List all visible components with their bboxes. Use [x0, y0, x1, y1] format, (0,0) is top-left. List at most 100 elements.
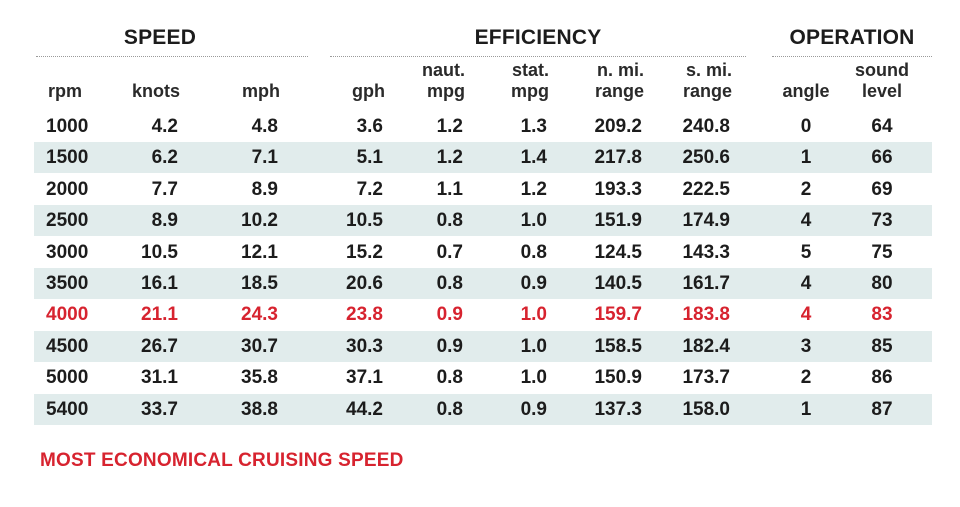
table-cell: 1.1	[436, 178, 463, 200]
table-cell: 174.9	[682, 210, 730, 232]
table-cell: 1.0	[520, 304, 547, 326]
table-cell: 75	[871, 241, 893, 263]
table-cell: 6.2	[151, 147, 178, 169]
column-header-4: naut. mpg	[345, 60, 465, 102]
column-header-line2: level	[861, 81, 903, 101]
column-header-5: stat. mpg	[429, 60, 549, 102]
table-cell: 161.7	[682, 273, 730, 294]
table-cell: 16.1	[141, 273, 178, 294]
table-row: 1000 4.2 4.8 3.6 1.2 1.3 209.2 240.8 0 64	[34, 111, 932, 142]
table-cell: 23.8	[346, 304, 383, 326]
column-header-9: sound level	[822, 60, 942, 102]
table-cell: 85	[871, 335, 893, 357]
table-cell: 31.1	[141, 367, 178, 389]
table-cell: 1.0	[520, 335, 547, 357]
column-header-line2: mpg	[427, 81, 465, 101]
table-cell: 1.0	[520, 210, 547, 232]
table-cell: 3	[800, 335, 812, 357]
table-cell: 0.7	[436, 241, 463, 263]
table-cell: 0	[800, 116, 812, 137]
table-cell: 3.6	[356, 116, 383, 137]
column-header-line2: angle	[782, 81, 830, 101]
column-header-1: knots	[60, 60, 180, 102]
table-cell: 18.5	[241, 273, 278, 294]
table-cell: 0.8	[436, 273, 463, 294]
table-cell: 140.5	[594, 273, 642, 294]
table-row: 3000 10.5 12.1 15.2 0.7 0.8 124.5 143.3 5 75	[34, 237, 932, 268]
table-cell: 1500	[46, 147, 89, 169]
column-header-line1: sound	[855, 60, 909, 80]
table-cell: 4000	[46, 304, 89, 326]
column-header-line1	[160, 60, 280, 81]
table-cell: 124.5	[594, 241, 642, 263]
group-title-speed: SPEED	[123, 26, 197, 49]
table-row: 5000 31.1 35.8 37.1 0.8 1.0 150.9 173.7 2 86	[34, 362, 932, 393]
column-header-line2: gph	[352, 81, 385, 101]
table-cell: 8.9	[251, 178, 278, 200]
table-cell: 30.7	[241, 335, 278, 357]
table-cell: 0.9	[436, 335, 463, 357]
table-cell: 151.9	[594, 210, 642, 232]
column-header-line2: mpg	[511, 81, 549, 101]
table-cell: 15.2	[346, 241, 383, 263]
table-cell: 209.2	[594, 116, 642, 137]
table-cell: 240.8	[682, 116, 730, 137]
column-header-line1: naut.	[422, 60, 465, 80]
group-title-efficiency: EFFICIENCY	[474, 26, 602, 49]
column-header-line2: mph	[242, 81, 280, 101]
table-cell: 7.1	[251, 147, 278, 169]
column-header-0: rpm	[48, 60, 168, 102]
column-header-line2: rpm	[48, 81, 83, 101]
table-row: 4500 26.7 30.7 30.3 0.9 1.0 158.5 182.4 3 85	[34, 330, 932, 362]
table-cell: 35.8	[241, 367, 278, 389]
table-cell: 1.2	[520, 178, 547, 200]
column-header-7: s. mi. range	[612, 60, 732, 102]
table-cell: 143.3	[682, 241, 730, 263]
column-header-line1: n. mi.	[596, 60, 644, 80]
table-cell: 24.3	[241, 304, 278, 326]
table-row: 2500 8.9 10.2 10.5 0.8 1.0 151.9 174.9 4 73	[34, 205, 932, 237]
table-cell: 69	[871, 178, 893, 200]
table-cell: 5	[800, 241, 812, 263]
table-cell: 137.3	[594, 398, 642, 420]
table-cell: 2000	[46, 178, 89, 200]
table-cell: 4.2	[151, 116, 178, 137]
column-header-line2: range	[682, 81, 732, 101]
table-cell: 10.5	[141, 241, 178, 263]
column-header-line1: stat.	[511, 60, 549, 80]
table-cell: 193.3	[594, 178, 642, 200]
table-cell: 1.2	[436, 147, 463, 169]
table-cell: 0.8	[436, 367, 463, 389]
table-cell: 0.8	[436, 210, 463, 232]
table-cell: 4	[800, 273, 812, 294]
table-cell: 1	[800, 398, 812, 420]
table-cell: 3000	[46, 241, 89, 263]
table-cell: 26.7	[141, 335, 178, 357]
table-cell: 5000	[46, 367, 89, 389]
group-rule-operation	[772, 56, 932, 57]
table-cell: 20.6	[346, 273, 383, 294]
table-cell: 173.7	[682, 367, 730, 389]
group-title-operation: OPERATION	[789, 26, 915, 49]
table-row: 1500 6.2 7.1 5.1 1.2 1.4 217.8 250.6 1 66	[34, 142, 932, 174]
table-cell: 64	[871, 116, 893, 137]
table-cell: 222.5	[682, 178, 730, 200]
table-cell: 1.3	[520, 116, 547, 137]
table-cell: 158.5	[594, 335, 642, 357]
table-cell: 86	[871, 367, 893, 389]
table-row: 4000 21.1 24.3 23.8 0.9 1.0 159.7 183.8 4 83	[34, 299, 932, 330]
table-cell: 10.2	[241, 210, 278, 232]
table-cell: 0.8	[436, 398, 463, 420]
table-row: 3500 16.1 18.5 20.6 0.8 0.9 140.5 161.7 4 80	[34, 268, 932, 299]
table-cell: 4.8	[251, 116, 278, 137]
table-cell: 5400	[46, 398, 89, 420]
table-cell: 4500	[46, 335, 89, 357]
table-cell: 2	[800, 367, 812, 389]
table-cell: 8.9	[151, 210, 178, 232]
table-cell: 83	[871, 304, 893, 326]
table-cell: 250.6	[682, 147, 730, 169]
table-cell: 2500	[46, 210, 89, 232]
table-cell: 0.9	[436, 304, 463, 326]
column-header-line2: knots	[131, 81, 180, 101]
table-cell: 4	[800, 304, 812, 326]
